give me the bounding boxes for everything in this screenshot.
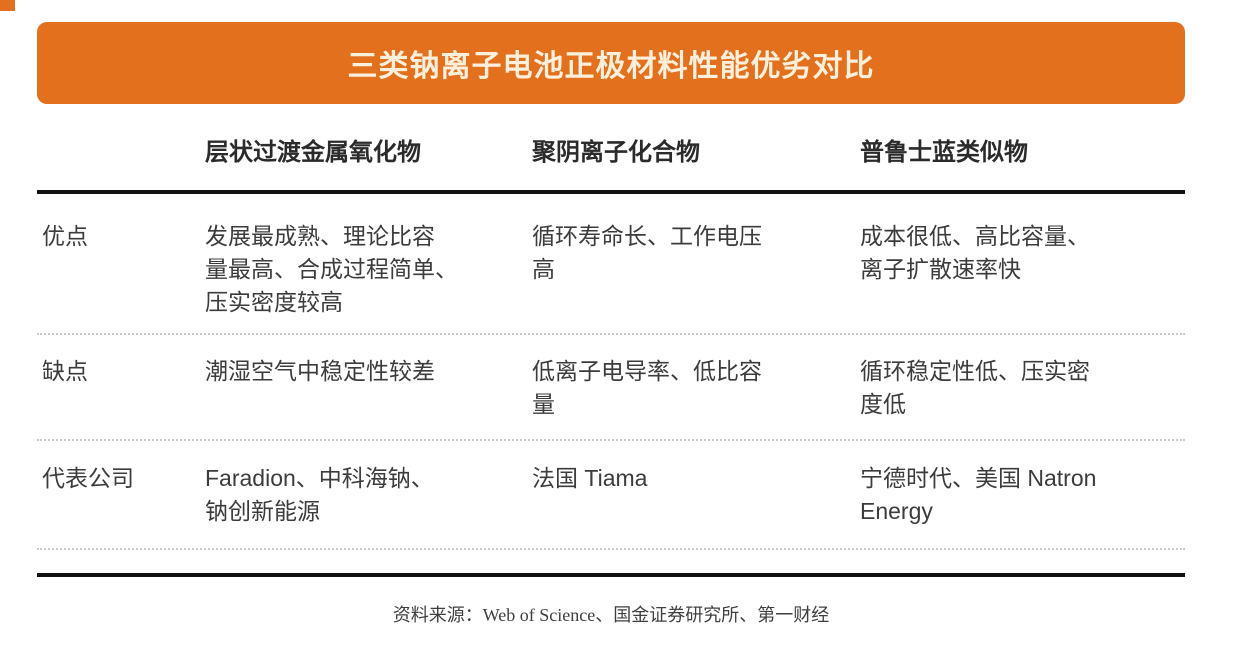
- table-header-row: 层状过渡金属氧化物 聚阴离子化合物 普鲁士蓝类似物: [37, 125, 1185, 190]
- comparison-table: 层状过渡金属氧化物 聚阴离子化合物 普鲁士蓝类似物 优点 发展最成熟、理论比容 …: [37, 125, 1185, 577]
- column-header-layered-oxide: 层状过渡金属氧化物: [205, 139, 421, 166]
- column-header-prussian-blue: 普鲁士蓝类似物: [860, 139, 1028, 166]
- page-title: 三类钠离子电池正极材料性能优劣对比: [347, 50, 875, 83]
- row-label-companies: 代表公司: [42, 465, 134, 491]
- table-row-companies: 代表公司 Faradion、中科海钠、 钠创新能源 法国 Tiama 宁德时代、…: [37, 441, 1185, 548]
- cell-advantages-prussian-blue: 成本很低、高比容量、 离子扩散速率快: [860, 223, 1090, 282]
- cell-disadvantages-prussian-blue: 循环稳定性低、压实密 度低: [860, 358, 1090, 417]
- column-header-polyanion: 聚阴离子化合物: [532, 139, 700, 166]
- cell-companies-prussian-blue: 宁德时代、美国 Natron Energy: [860, 465, 1097, 524]
- divider-dotted-1: [37, 333, 1185, 335]
- cell-disadvantages-polyanion: 低离子电导率、低比容 量: [532, 358, 762, 417]
- table-row-advantages: 优点 发展最成熟、理论比容 量最高、合成过程简单、 压实密度较高 循环寿命长、工…: [37, 194, 1185, 333]
- corner-accent-shape: [0, 0, 15, 11]
- cell-companies-layered-oxide: Faradion、中科海钠、 钠创新能源: [205, 465, 434, 524]
- divider-thick-bottom: [37, 573, 1185, 577]
- row-label-advantages: 优点: [42, 223, 88, 249]
- bottom-spacer: [37, 550, 1185, 573]
- cell-disadvantages-layered-oxide: 潮湿空气中稳定性较差: [205, 358, 435, 384]
- cell-companies-polyanion: 法国 Tiama: [532, 465, 648, 491]
- cell-advantages-polyanion: 循环寿命长、工作电压 高: [532, 223, 762, 282]
- cell-advantages-layered-oxide: 发展最成熟、理论比容 量最高、合成过程简单、 压实密度较高: [205, 223, 458, 315]
- divider-dotted-3: [37, 548, 1185, 550]
- divider-thick-top: [37, 190, 1185, 194]
- source-note: 资料来源：Web of Science、国金证券研究所、第一财经: [392, 605, 830, 625]
- title-banner: 三类钠离子电池正极材料性能优劣对比: [37, 22, 1185, 104]
- table-row-disadvantages: 缺点 潮湿空气中稳定性较差 低离子电导率、低比容 量 循环稳定性低、压实密 度低: [37, 335, 1185, 439]
- row-label-disadvantages: 缺点: [42, 358, 88, 384]
- header-spacer-cell: [37, 138, 205, 168]
- divider-dotted-2: [37, 439, 1185, 441]
